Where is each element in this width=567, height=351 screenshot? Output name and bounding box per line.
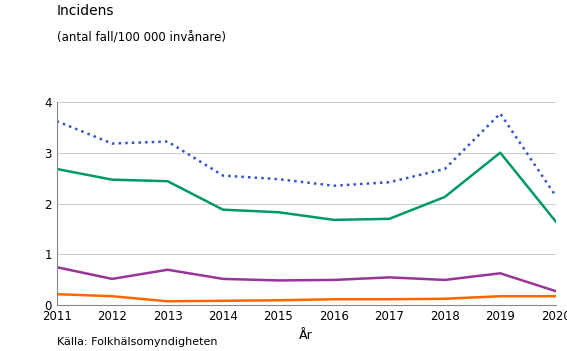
Samtliga fall xyxy=(386,180,393,184)
X-axis label: År: År xyxy=(299,329,313,342)
Text: Incidens: Incidens xyxy=(57,4,114,18)
Smittade utanför Sverige xyxy=(53,265,60,269)
Line: Smittade i Sverige: Smittade i Sverige xyxy=(57,153,556,221)
Smittade utanför Sverige xyxy=(497,271,503,276)
Smittade utanför Sverige xyxy=(552,289,559,293)
Uppgift om smittland saknas xyxy=(219,299,226,303)
Smittade i Sverige xyxy=(164,179,171,183)
Smittade i Sverige xyxy=(275,210,282,214)
Line: Samtliga fall: Samtliga fall xyxy=(57,113,556,196)
Smittade utanför Sverige xyxy=(386,275,393,279)
Smittade i Sverige xyxy=(386,217,393,221)
Samtliga fall xyxy=(331,184,337,188)
Uppgift om smittland saknas xyxy=(164,299,171,303)
Smittade utanför Sverige xyxy=(164,267,171,272)
Samtliga fall xyxy=(275,177,282,181)
Line: Smittade utanför Sverige: Smittade utanför Sverige xyxy=(57,267,556,291)
Samtliga fall xyxy=(552,194,559,198)
Smittade i Sverige xyxy=(109,178,116,182)
Samtliga fall xyxy=(164,139,171,144)
Smittade utanför Sverige xyxy=(275,278,282,283)
Smittade i Sverige xyxy=(441,195,448,199)
Smittade i Sverige xyxy=(331,218,337,222)
Text: (antal fall/100 000 invånare): (antal fall/100 000 invånare) xyxy=(57,32,226,45)
Samtliga fall xyxy=(109,141,116,146)
Uppgift om smittland saknas xyxy=(552,294,559,298)
Uppgift om smittland saknas xyxy=(331,297,337,302)
Uppgift om smittland saknas xyxy=(497,294,503,298)
Smittade utanför Sverige xyxy=(109,277,116,281)
Smittade utanför Sverige xyxy=(331,278,337,282)
Text: Källa: Folkhälsomyndigheten: Källa: Folkhälsomyndigheten xyxy=(57,338,217,347)
Uppgift om smittland saknas xyxy=(386,297,393,302)
Uppgift om smittland saknas xyxy=(275,298,282,302)
Uppgift om smittland saknas xyxy=(441,297,448,301)
Samtliga fall xyxy=(441,167,448,171)
Samtliga fall xyxy=(53,119,60,123)
Uppgift om smittland saknas xyxy=(109,294,116,298)
Smittade i Sverige xyxy=(552,219,559,224)
Uppgift om smittland saknas xyxy=(53,292,60,296)
Line: Uppgift om smittland saknas: Uppgift om smittland saknas xyxy=(57,294,556,301)
Smittade i Sverige xyxy=(497,151,503,155)
Smittade utanför Sverige xyxy=(219,277,226,281)
Samtliga fall xyxy=(219,173,226,178)
Smittade i Sverige xyxy=(219,207,226,212)
Smittade i Sverige xyxy=(53,167,60,171)
Smittade utanför Sverige xyxy=(441,278,448,282)
Samtliga fall xyxy=(497,111,503,115)
